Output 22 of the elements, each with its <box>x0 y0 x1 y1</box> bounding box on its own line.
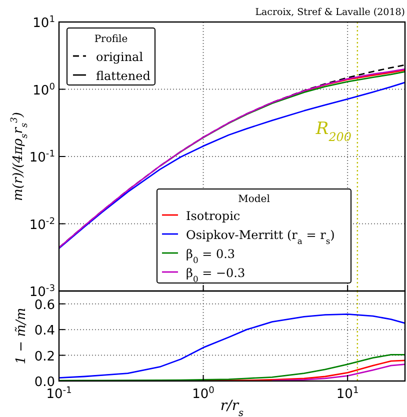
y-tick-label: 10$^{-1}$ <box>29 150 55 166</box>
y-tick-label: 10$^{-3}$ <box>29 284 56 300</box>
text: Lacroix, Stref & Lavalle (2018) <box>255 7 405 18</box>
legend-title: Model <box>238 194 270 205</box>
y-tick-label: 10$^{-2}$ <box>29 216 55 233</box>
annotation: flattened <box>96 69 151 83</box>
y-tick-label: 0.4 <box>34 324 55 339</box>
x-tick-label: 10$^{0}$ <box>192 386 215 402</box>
x-tick-label: 10$^{1}$ <box>336 386 359 402</box>
y-tick-label: 0.2 <box>34 349 55 364</box>
x-axis-title: r/r$_{s}$ <box>220 398 244 417</box>
y-tick-label: 10$^{1}$ <box>32 15 55 31</box>
y-tick-label: 0.6 <box>34 298 55 313</box>
legend-label: β$_{0}$ = 0.3 <box>186 247 236 265</box>
legend-label: β$_{0}$ = −0.3 <box>186 266 246 284</box>
legend-label: Isotropic <box>186 209 240 223</box>
legend-label: Osipkov-Merritt (r$_{a}$ = r$_{s}$) <box>186 228 335 246</box>
ref-line-label: R$_{200}$ <box>314 119 352 144</box>
y-tick-label: 10$^{0}$ <box>32 82 56 98</box>
annotation: Profile <box>94 34 128 45</box>
y-axis-title: 1 − m̃/m <box>14 308 29 364</box>
legend-label: original <box>96 50 144 64</box>
